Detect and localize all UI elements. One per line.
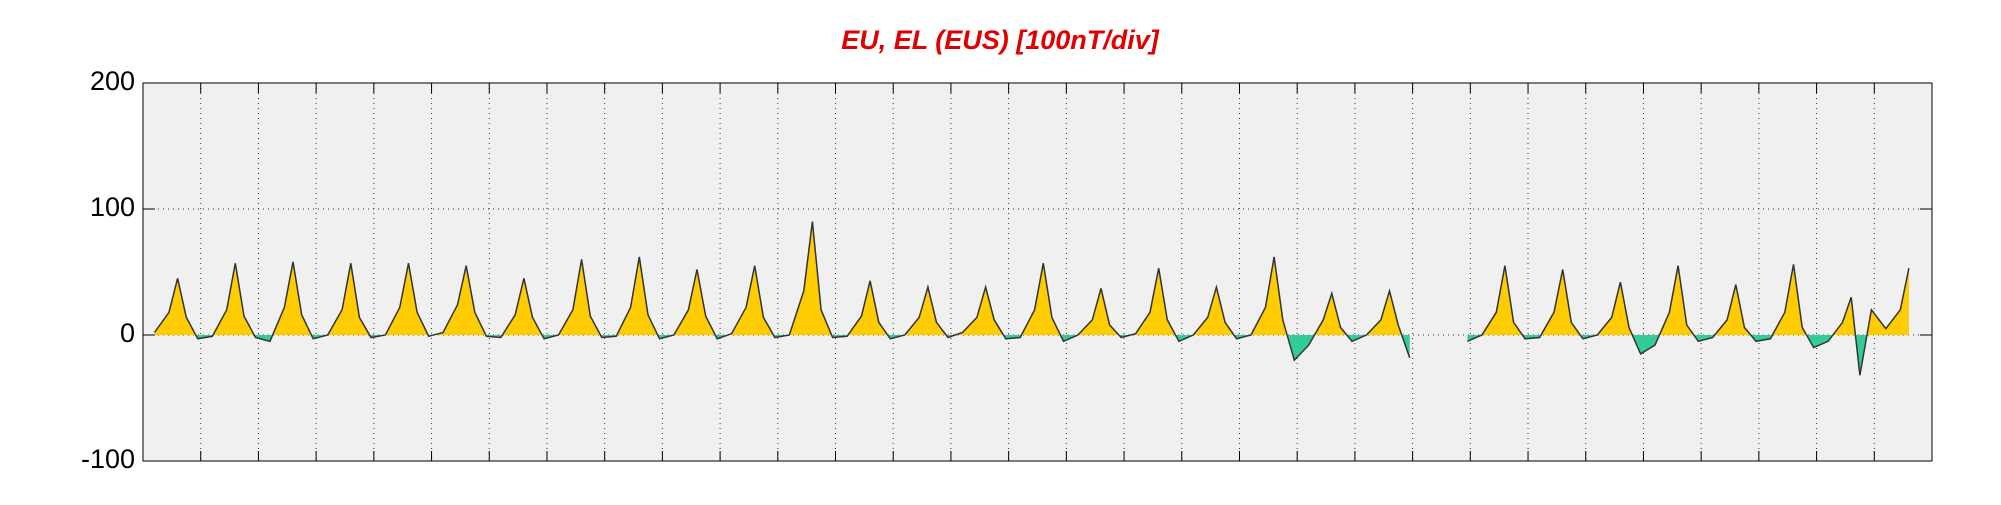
y-tick-label: 0: [120, 318, 135, 348]
plot-frame: [142, 82, 1933, 462]
data-line: [153, 221, 1910, 376]
y-tick-label: 200: [90, 66, 135, 96]
y-tick-label: -100: [81, 444, 135, 474]
chart-title: EU, EL (EUS) [100nT/div]: [841, 25, 1160, 55]
plot-area: [143, 83, 1932, 461]
positive-area: [154, 221, 1909, 335]
y-tick-label: 100: [90, 192, 135, 222]
